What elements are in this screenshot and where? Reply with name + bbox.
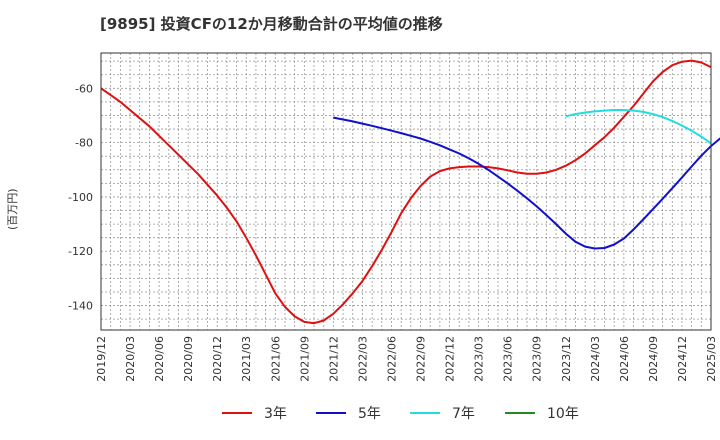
x-tick-label: 2021/06	[269, 336, 282, 382]
legend: 3年 5年 7年 10年	[222, 406, 579, 422]
x-axis-ticks: 2019/12 2020/03 2020/06 2020/09 2020/12 2021/…	[95, 336, 718, 382]
plot-border	[100, 52, 712, 331]
legend-label: 7年	[452, 406, 475, 422]
y-tick-label: -80	[75, 137, 93, 150]
legend-label: 10年	[547, 406, 579, 422]
x-tick-label: 2025/03	[705, 336, 718, 382]
plot-area	[101, 53, 711, 330]
series-line-5年	[333, 116, 720, 250]
y-axis-ticks: -140 -120 -100 -80 -60	[68, 82, 93, 312]
y-tick-label: -140	[68, 300, 93, 313]
legend-item: 10年	[505, 406, 579, 422]
legend-label: 3年	[264, 406, 287, 422]
x-tick-label: 2023/12	[560, 336, 573, 382]
legend-label: 5年	[358, 406, 381, 422]
series-layer	[100, 59, 720, 325]
x-tick-label: 2019/12	[95, 336, 108, 382]
series-line-7年	[565, 109, 712, 145]
series-line-3年	[100, 59, 712, 325]
y-tick-label: -100	[68, 191, 93, 204]
legend-item: 3年	[222, 406, 287, 422]
x-tick-label: 2022/06	[385, 336, 398, 382]
chart-title: [9895] 投資CFの12か月移動合計の平均値の推移	[100, 15, 443, 33]
y-tick-label: -60	[75, 82, 93, 95]
x-tick-label: 2024/06	[618, 336, 631, 382]
x-tick-label: 2024/12	[676, 336, 689, 382]
x-tick-label: 2021/12	[327, 336, 340, 382]
legend-item: 5年	[316, 406, 381, 422]
x-tick-label: 2020/06	[153, 336, 166, 382]
x-tick-label: 2022/03	[356, 336, 369, 382]
x-tick-label: 2021/03	[240, 336, 253, 382]
x-tick-label: 2024/03	[589, 336, 602, 382]
x-tick-label: 2024/09	[647, 336, 660, 382]
x-tick-label: 2020/09	[182, 336, 195, 382]
x-tick-label: 2023/03	[473, 336, 486, 382]
x-tick-label: 2023/06	[502, 336, 515, 382]
x-tick-label: 2021/09	[298, 336, 311, 382]
x-tick-label: 2022/12	[444, 336, 457, 382]
legend-item: 7年	[410, 406, 475, 422]
x-tick-label: 2020/03	[124, 336, 137, 382]
x-tick-label: 2023/09	[531, 336, 544, 382]
y-tick-label: -120	[68, 245, 93, 258]
x-tick-label: 2020/12	[211, 336, 224, 382]
x-tick-label: 2022/09	[415, 336, 428, 382]
grid-lines	[101, 53, 711, 330]
